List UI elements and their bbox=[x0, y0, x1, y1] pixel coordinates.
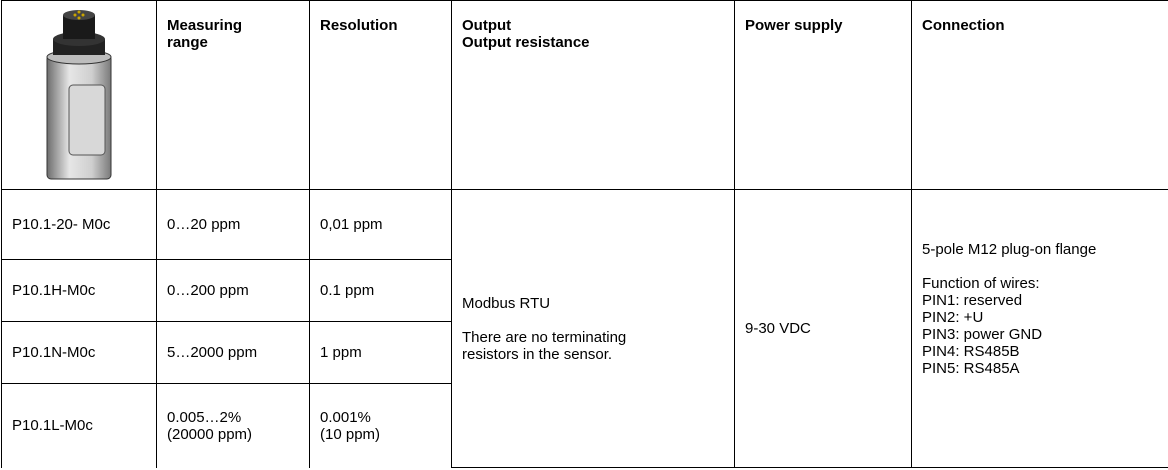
power-cell: 9-30 VDC bbox=[735, 190, 912, 468]
output-text: There are no terminating resistors in th… bbox=[462, 329, 662, 363]
header-text: Power supply bbox=[745, 17, 901, 34]
spec-table: Measuringrange Resolution OutputOutput r… bbox=[1, 0, 1168, 468]
row: P10.1-20- M0c 0…20 ppm 0,01 ppm Modbus R… bbox=[2, 190, 1168, 260]
model-cell: P10.1-20- M0c bbox=[2, 190, 157, 260]
range-cell: 5…2000 ppm bbox=[157, 322, 310, 384]
sensor-image bbox=[29, 3, 129, 183]
header-text: Measuring bbox=[167, 17, 299, 34]
power-text: 9-30 VDC bbox=[745, 320, 901, 337]
model: P10.1L-M0c bbox=[12, 417, 146, 434]
output-text: Modbus RTU bbox=[462, 295, 724, 312]
connection-cell: 5-pole M12 plug-on flange Function of wi… bbox=[912, 190, 1168, 468]
header-cell: Power supply bbox=[735, 1, 912, 190]
model: P10.1H-M0c bbox=[12, 282, 146, 299]
header-cell: Connection bbox=[912, 1, 1168, 190]
image-cell bbox=[2, 1, 157, 190]
connection-text: PIN4: RS485B bbox=[922, 343, 1159, 360]
page: Measuringrange Resolution OutputOutput r… bbox=[0, 0, 1168, 470]
resolution-cell: 1 ppm bbox=[310, 322, 452, 384]
connection-text: PIN3: power GND bbox=[922, 326, 1159, 343]
connection-text: 5-pole M12 plug-on flange bbox=[922, 241, 1159, 258]
resolution: (10 ppm) bbox=[320, 426, 441, 443]
resolution: 0.001% bbox=[320, 409, 441, 426]
range-cell: 0…20 ppm bbox=[157, 190, 310, 260]
connection-text: PIN5: RS485A bbox=[922, 360, 1159, 377]
resolution: 0.1 ppm bbox=[320, 282, 441, 299]
range-cell: 0…200 ppm bbox=[157, 260, 310, 322]
header-text: Output resistance bbox=[462, 34, 724, 51]
resolution: 0,01 ppm bbox=[320, 216, 441, 233]
range: 0…20 ppm bbox=[167, 216, 299, 233]
connection-text: PIN1: reserved bbox=[922, 292, 1159, 309]
range: 0.005…2% bbox=[167, 409, 299, 426]
header-cell: Resolution bbox=[310, 1, 452, 190]
resolution-cell: 0.001%(10 ppm) bbox=[310, 384, 452, 468]
model: P10.1N-M0c bbox=[12, 344, 146, 361]
header-text: range bbox=[167, 34, 299, 51]
range: 5…2000 ppm bbox=[167, 344, 299, 361]
model-cell: P10.1L-M0c bbox=[2, 384, 157, 468]
range: 0…200 ppm bbox=[167, 282, 299, 299]
connection-text: Function of wires: bbox=[922, 275, 1159, 292]
resolution-cell: 0,01 ppm bbox=[310, 190, 452, 260]
header-text: Connection bbox=[922, 17, 1159, 34]
range-cell: 0.005…2%(20000 ppm) bbox=[157, 384, 310, 468]
header-text: Resolution bbox=[320, 17, 441, 34]
model-cell: P10.1H-M0c bbox=[2, 260, 157, 322]
range: (20000 ppm) bbox=[167, 426, 299, 443]
connection-text: PIN2: +U bbox=[922, 309, 1159, 326]
output-cell: Modbus RTU There are no terminating resi… bbox=[452, 190, 735, 468]
model-cell: P10.1N-M0c bbox=[2, 322, 157, 384]
model: P10.1-20- M0c bbox=[12, 216, 146, 233]
resolution-cell: 0.1 ppm bbox=[310, 260, 452, 322]
header-text: Output bbox=[462, 17, 724, 34]
resolution: 1 ppm bbox=[320, 344, 441, 361]
